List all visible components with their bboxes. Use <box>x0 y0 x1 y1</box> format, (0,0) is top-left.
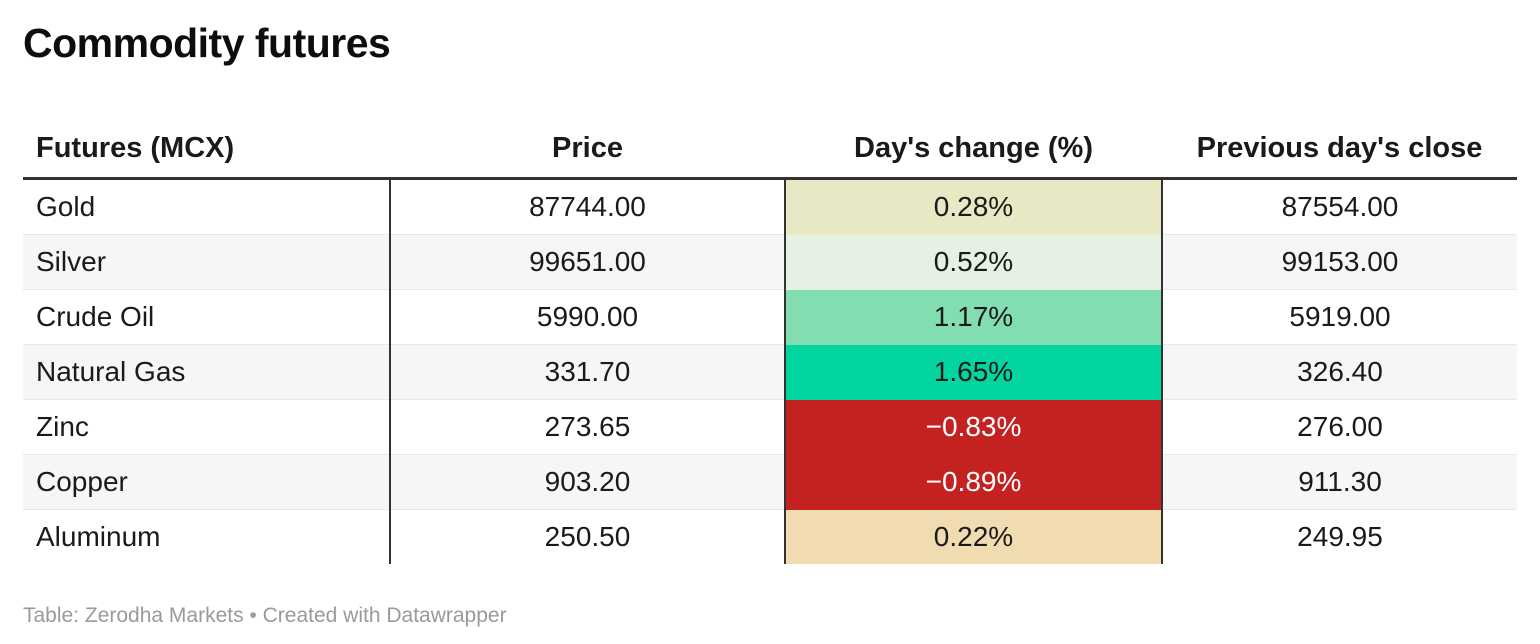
futures-name-cell: Natural Gas <box>23 344 391 400</box>
futures-name-cell: Gold <box>23 178 391 235</box>
table-row-silver: Silver 99651.00 0.52% 99153.00 <box>23 234 1517 290</box>
prev-close-cell: 99153.00 <box>1162 234 1517 290</box>
price-cell: 5990.00 <box>390 289 786 345</box>
prev-close-cell: 326.40 <box>1162 344 1517 400</box>
table-row-copper: Copper 903.20 −0.89% 911.30 <box>23 454 1517 510</box>
days-change-cell: 1.65% <box>785 344 1163 400</box>
days-change-cell: 1.17% <box>785 289 1163 345</box>
futures-name-cell: Silver <box>23 234 391 290</box>
table-body: Gold 87744.00 0.28% 87554.00 Silver 9965… <box>23 178 1517 565</box>
table-row-natural-gas: Natural Gas 331.70 1.65% 326.40 <box>23 344 1517 400</box>
price-cell: 87744.00 <box>390 178 786 235</box>
col-header-prev-close: Previous day's close <box>1162 119 1517 181</box>
prev-close-cell: 911.30 <box>1162 454 1517 510</box>
table-row-gold: Gold 87744.00 0.28% 87554.00 <box>23 178 1517 235</box>
prev-close-cell: 276.00 <box>1162 399 1517 455</box>
days-change-cell: −0.89% <box>785 454 1163 510</box>
futures-name-cell: Aluminum <box>23 509 391 565</box>
commodity-futures-table: Futures (MCX) Price Day's change (%) Pre… <box>23 119 1517 565</box>
col-header-futures: Futures (MCX) <box>23 119 390 181</box>
days-change-cell: −0.83% <box>785 399 1163 455</box>
attribution-footer: Table: Zerodha Markets • Created with Da… <box>23 604 507 628</box>
table-row-aluminum: Aluminum 250.50 0.22% 249.95 <box>23 509 1517 565</box>
price-cell: 99651.00 <box>390 234 786 290</box>
page-title: Commodity futures <box>23 20 391 66</box>
header-row: Futures (MCX) Price Day's change (%) Pre… <box>23 119 1517 181</box>
days-change-cell: 0.22% <box>785 509 1163 565</box>
price-cell: 903.20 <box>390 454 786 510</box>
days-change-cell: 0.28% <box>785 178 1163 235</box>
futures-name-cell: Zinc <box>23 399 391 455</box>
table-row-zinc: Zinc 273.65 −0.83% 276.00 <box>23 399 1517 455</box>
col-header-price: Price <box>390 119 785 181</box>
days-change-cell: 0.52% <box>785 234 1163 290</box>
prev-close-cell: 249.95 <box>1162 509 1517 565</box>
table-row-crude-oil: Crude Oil 5990.00 1.17% 5919.00 <box>23 289 1517 345</box>
price-cell: 273.65 <box>390 399 786 455</box>
prev-close-cell: 5919.00 <box>1162 289 1517 345</box>
futures-name-cell: Copper <box>23 454 391 510</box>
price-cell: 331.70 <box>390 344 786 400</box>
price-cell: 250.50 <box>390 509 786 565</box>
prev-close-cell: 87554.00 <box>1162 178 1517 235</box>
table-header: Futures (MCX) Price Day's change (%) Pre… <box>23 119 1517 181</box>
futures-name-cell: Crude Oil <box>23 289 391 345</box>
col-header-days-change: Day's change (%) <box>785 119 1162 181</box>
